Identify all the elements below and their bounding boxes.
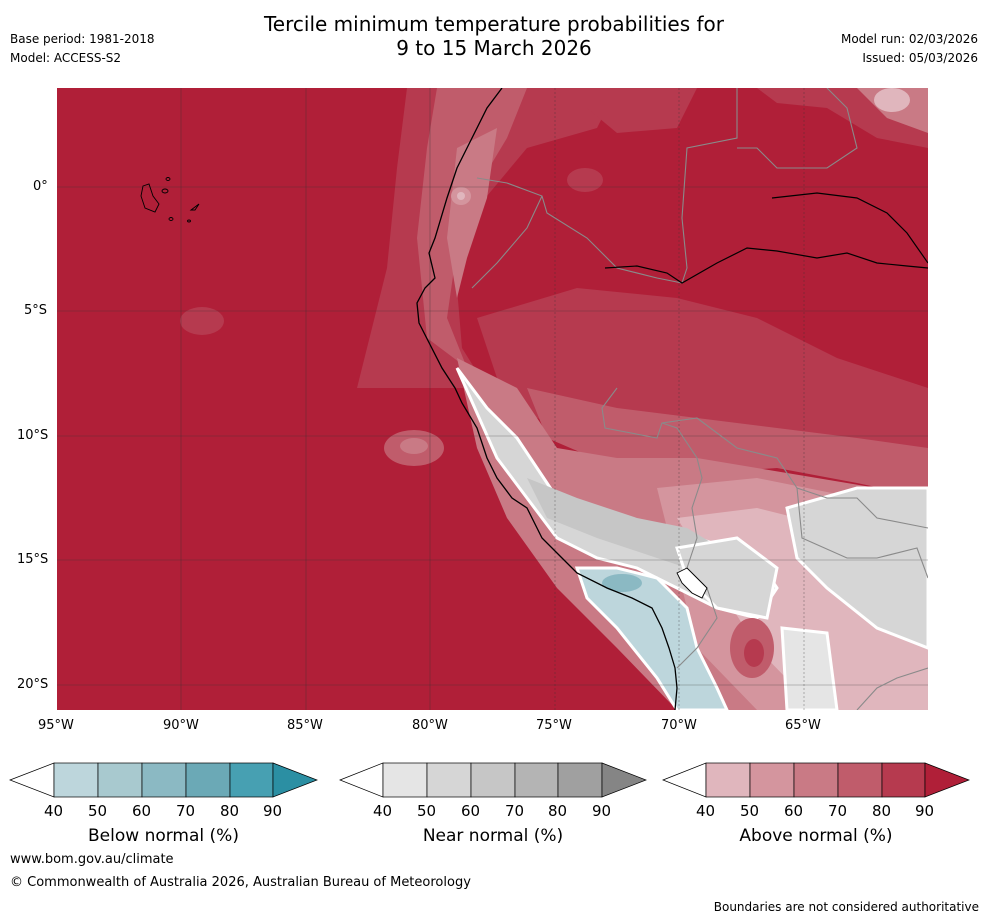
title-line-2: 9 to 15 March 2026 bbox=[396, 36, 592, 60]
cb-tick-near: 70 bbox=[505, 802, 525, 820]
cb-tick-below: 90 bbox=[263, 802, 283, 820]
lon-tick: 95°W bbox=[38, 718, 74, 733]
source-link[interactable]: www.bom.gov.au/climate bbox=[10, 852, 174, 867]
ocean-patch-galapagos bbox=[180, 307, 224, 335]
near-normal-south bbox=[780, 626, 839, 710]
lon-tick: 65°W bbox=[785, 718, 821, 733]
cb-tick-below: 40 bbox=[44, 802, 64, 820]
lat-tick: 5°S bbox=[24, 303, 48, 318]
lon-tick: 85°W bbox=[287, 718, 323, 733]
lon-tick: 90°W bbox=[163, 718, 199, 733]
lon-tick: 75°W bbox=[536, 718, 572, 733]
colorbar-below-normal-max bbox=[272, 762, 318, 798]
coastal-band-north-2 bbox=[417, 88, 527, 368]
coastal-band-north bbox=[357, 88, 617, 388]
n-spot bbox=[567, 168, 603, 192]
cb-tick-above: 60 bbox=[784, 802, 804, 820]
title-line-1: Tercile minimum temperature probabilitie… bbox=[263, 12, 725, 36]
coastal-spot-2 bbox=[457, 192, 465, 200]
cb-tick-near: 40 bbox=[373, 802, 393, 820]
colorbar-legends bbox=[9, 762, 970, 798]
colorbar-label-below: Below normal (%) bbox=[88, 826, 239, 846]
cb-tick-below: 80 bbox=[220, 802, 240, 820]
colorbar-below-normal-swatch bbox=[97, 762, 143, 798]
colorbar-above-normal-swatch bbox=[749, 762, 795, 798]
colorbar-near-normal-max bbox=[601, 762, 647, 798]
colorbar-above-normal-max bbox=[924, 762, 970, 798]
colorbar-below-normal bbox=[9, 762, 318, 798]
colorbar-near-normal-swatch bbox=[382, 762, 428, 798]
disclaimer: Boundaries are not considered authoritat… bbox=[713, 900, 979, 914]
colorbar-near-normal-swatch bbox=[470, 762, 516, 798]
base-period: Base period: 1981-2018 bbox=[10, 32, 155, 46]
colorbar-near-normal-min bbox=[339, 762, 384, 798]
coastline bbox=[416, 88, 678, 710]
colorbar-near-normal-swatch bbox=[514, 762, 559, 798]
colorbar-near-normal-swatch bbox=[557, 762, 603, 798]
colorbar-above-normal-swatch bbox=[881, 762, 926, 798]
colorbar-above-normal-swatch bbox=[837, 762, 883, 798]
cb-tick-near: 60 bbox=[461, 802, 481, 820]
colorbar-label-above: Above normal (%) bbox=[739, 826, 893, 846]
colorbar-near-normal-swatch bbox=[426, 762, 472, 798]
cb-tick-above: 70 bbox=[828, 802, 848, 820]
cb-tick-near: 50 bbox=[417, 802, 437, 820]
below-normal-core bbox=[602, 574, 642, 592]
central-band-2 bbox=[527, 388, 928, 498]
near-normal-east bbox=[785, 486, 928, 650]
lon-tick: 80°W bbox=[412, 718, 448, 733]
colorbar-above-normal-min bbox=[662, 762, 707, 798]
lat-tick: 15°S bbox=[17, 552, 49, 567]
cb-tick-near: 90 bbox=[592, 802, 612, 820]
n-patch bbox=[587, 88, 697, 133]
ocean-patch-peru-inner bbox=[400, 438, 428, 454]
cb-tick-above: 80 bbox=[872, 802, 892, 820]
below-normal-area bbox=[574, 566, 729, 710]
model-name: Model: ACCESS-S2 bbox=[10, 51, 122, 65]
colorbar-above-normal-swatch bbox=[793, 762, 839, 798]
colorbar-above-normal bbox=[662, 762, 970, 798]
colorbar-above-normal-swatch bbox=[705, 762, 751, 798]
lon-tick: 70°W bbox=[661, 718, 697, 733]
lat-tick: 20°S bbox=[17, 677, 49, 692]
coastal-band-north-3 bbox=[447, 128, 497, 298]
above-normal-core-south-2 bbox=[744, 639, 764, 667]
cb-tick-below: 50 bbox=[88, 802, 108, 820]
colorbar-below-normal-min bbox=[9, 762, 55, 798]
copyright: © Commonwealth of Australia 2026, Austra… bbox=[10, 875, 471, 890]
lake-titicaca bbox=[676, 567, 708, 599]
country-borders bbox=[471, 88, 928, 710]
model-run: Model run: 02/03/2026 bbox=[840, 32, 978, 46]
cb-tick-near: 80 bbox=[548, 802, 568, 820]
colorbar-below-normal-swatch bbox=[141, 762, 187, 798]
colorbar-near-normal bbox=[339, 762, 647, 798]
lat-tick: 10°S bbox=[17, 428, 49, 443]
cb-tick-above: 50 bbox=[740, 802, 760, 820]
amazon-river bbox=[604, 192, 928, 284]
map-title: Tercile minimum temperature probabilitie… bbox=[0, 12, 988, 60]
cb-tick-above: 40 bbox=[696, 802, 716, 820]
colorbar-below-normal-swatch bbox=[229, 762, 274, 798]
cb-tick-above: 90 bbox=[915, 802, 935, 820]
lat-tick: 0° bbox=[33, 179, 48, 194]
issued-date: Issued: 05/03/2026 bbox=[862, 51, 978, 65]
probability-map[interactable] bbox=[57, 88, 928, 710]
colorbar-below-normal-swatch bbox=[185, 762, 231, 798]
colorbar-label-near: Near normal (%) bbox=[422, 826, 564, 846]
colorbar-below-normal-swatch bbox=[53, 762, 99, 798]
cb-tick-below: 60 bbox=[132, 802, 152, 820]
cb-tick-below: 70 bbox=[176, 802, 196, 820]
galapagos-islands bbox=[140, 177, 200, 223]
graticule bbox=[57, 88, 928, 710]
ne-spot bbox=[874, 88, 910, 112]
